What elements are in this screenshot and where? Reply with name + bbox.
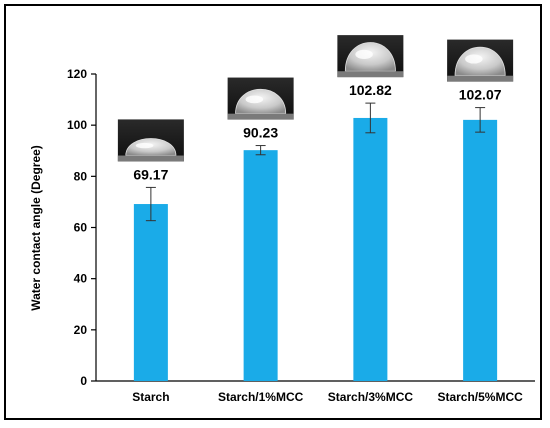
bar (133, 204, 168, 381)
droplet-highlight (135, 142, 154, 149)
y-tick-label: 120 (67, 67, 87, 81)
droplet-substrate (337, 71, 404, 78)
bar-value-label: 102.82 (349, 82, 392, 98)
x-category-label: Starch (132, 390, 169, 404)
water-droplet-photo (117, 119, 184, 162)
bar-value-label: 69.17 (133, 166, 168, 182)
y-axis-title: Water contact angle (Degree) (29, 145, 43, 311)
x-category-label: Starch/1%MCC (218, 390, 304, 404)
bar (463, 119, 498, 382)
y-tick-label: 40 (74, 272, 88, 286)
x-category-label: Starch/3%MCC (328, 390, 414, 404)
bar (353, 117, 388, 382)
droplet-substrate (227, 113, 294, 120)
droplet-substrate (117, 155, 184, 162)
y-tick-label: 80 (74, 169, 88, 183)
water-droplet-photo (227, 77, 294, 120)
droplet-highlight (245, 95, 264, 104)
y-tick-label: 0 (80, 374, 87, 388)
labels: 0 20 40 60 80 100 120 69.17 Starch 90.23 Starch/1%… (67, 67, 523, 404)
droplet-highlight (355, 49, 373, 59)
bars (133, 102, 498, 382)
water-droplet-photo (447, 39, 514, 82)
bar-value-label: 90.23 (243, 125, 278, 141)
droplet-images (117, 35, 514, 162)
x-category-label: Starch/5%MCC (437, 390, 523, 404)
droplet-highlight (465, 54, 483, 64)
bar (243, 150, 278, 381)
y-tick-label: 60 (74, 221, 88, 235)
bar-value-label: 102.07 (459, 87, 502, 103)
y-tick-label: 20 (74, 323, 88, 337)
y-tick-label: 100 (67, 118, 87, 132)
droplet-substrate (447, 75, 514, 82)
axes (91, 73, 535, 382)
water-droplet-photo (337, 35, 404, 78)
